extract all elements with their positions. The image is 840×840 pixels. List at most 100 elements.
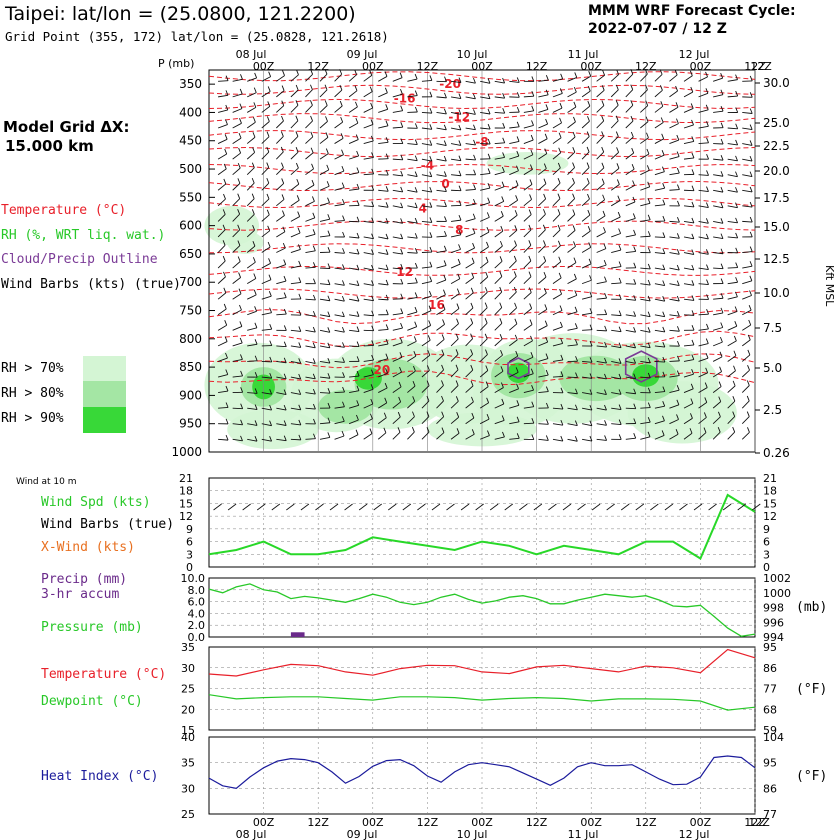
wind-barb-418 bbox=[465, 232, 476, 238]
bottom-date-label-4: 12 Jul bbox=[679, 828, 710, 840]
wind-barb-flag-489 bbox=[514, 210, 518, 216]
wind-barb-flag-242 bbox=[370, 102, 374, 109]
wind-barb-677 bbox=[625, 152, 634, 160]
wind-barb-flag-31 bbox=[237, 178, 241, 184]
rh-region-22 bbox=[507, 362, 530, 383]
wind-barb-flag-169 bbox=[324, 84, 328, 90]
wind-barb-flag-560 bbox=[557, 193, 561, 199]
wind-barb-535 bbox=[538, 183, 547, 191]
wind-barb-150 bbox=[305, 168, 314, 176]
wind-barb-flag-692 bbox=[633, 388, 637, 394]
wind-barb-32 bbox=[232, 198, 241, 207]
wind-barb-733 bbox=[654, 283, 665, 286]
wind-barb-40 bbox=[232, 326, 243, 331]
wind-barb-887 bbox=[741, 431, 750, 440]
wind-barb-502 bbox=[509, 421, 520, 425]
wind-barb-783 bbox=[683, 314, 695, 316]
wind-barb-870 bbox=[742, 174, 753, 178]
wind-barb-flag-608 bbox=[587, 193, 590, 200]
wind-barb-flag-201 bbox=[342, 215, 345, 221]
wind-barb-flag-626 bbox=[601, 100, 605, 106]
wind-barb-512 bbox=[523, 199, 532, 207]
wind-barb-flag-108 bbox=[283, 259, 287, 265]
wind-barb-606 bbox=[581, 167, 590, 176]
wind-barb-416 bbox=[465, 203, 476, 207]
wind-barb-231 bbox=[349, 314, 360, 317]
wind-barb-811 bbox=[698, 372, 708, 378]
wind-barb-503 bbox=[509, 437, 520, 440]
wind-barb-105 bbox=[276, 215, 285, 222]
wind-barb-flag-639 bbox=[604, 309, 608, 315]
wind-barb-510 bbox=[523, 169, 533, 176]
wind-barb-flag-425 bbox=[470, 333, 474, 339]
wind-right-tick-5: 15 bbox=[763, 497, 777, 510]
wind-barb-flag-393 bbox=[458, 214, 462, 221]
wind-barb-flag-721 bbox=[660, 85, 663, 91]
wind-barb-flag-9 bbox=[222, 209, 226, 215]
wind-barb-flag-184 bbox=[327, 327, 331, 333]
wind-barb-flag-334 bbox=[412, 411, 415, 417]
wind-barb-flag-44 bbox=[240, 387, 244, 393]
wind-barb-flag-777 bbox=[691, 217, 695, 224]
wind-barb-103 bbox=[276, 183, 284, 191]
wind-barb-588 bbox=[567, 262, 577, 269]
wind-barb-229 bbox=[349, 283, 360, 287]
wind-barb-flag-143 bbox=[298, 434, 302, 441]
wind-barb-flag-48 bbox=[254, 72, 258, 79]
wind-barb-flag-466 bbox=[500, 225, 504, 232]
wind-barb-flag-516 bbox=[528, 255, 532, 262]
wind-barb-flag-435 bbox=[487, 123, 491, 130]
wind-barb-flag-732 bbox=[662, 264, 666, 270]
wind-barb-14 bbox=[217, 292, 227, 300]
wind-barb-flag-663 bbox=[618, 310, 622, 316]
wind-barb-flag-710 bbox=[647, 295, 651, 302]
wind-barb-178 bbox=[319, 235, 331, 238]
wind-barb-flag-121 bbox=[295, 84, 299, 91]
wind-barb-573 bbox=[552, 407, 563, 410]
wind-barb-flag-354 bbox=[427, 350, 431, 356]
wind-barb-flag-570 bbox=[560, 354, 564, 361]
wind-barb-99 bbox=[276, 120, 284, 129]
wind-barb-flag-862 bbox=[732, 411, 736, 417]
wind-barb-415 bbox=[465, 189, 476, 191]
wind-barb-flag-846 bbox=[735, 171, 738, 177]
wind-barb-738 bbox=[654, 361, 665, 363]
wind-barb-flag-798 bbox=[706, 170, 709, 176]
temp-contour-3 bbox=[208, 113, 756, 124]
wind-barb-flag-10 bbox=[222, 224, 226, 230]
wind-barb-389 bbox=[450, 158, 462, 162]
wind-barb-407 bbox=[450, 432, 460, 440]
wind-barb-flag-786 bbox=[691, 354, 695, 360]
wind-barb-flag-441 bbox=[486, 212, 490, 218]
wind-barb-flag-341 bbox=[429, 155, 433, 162]
wind-barb-610 bbox=[581, 230, 591, 238]
wind-barb-227 bbox=[349, 252, 360, 255]
wind-barb-156 bbox=[305, 266, 316, 269]
wind-barb-215 bbox=[334, 435, 345, 440]
wind-barb-flag-886 bbox=[746, 411, 750, 417]
wind-barb-165 bbox=[305, 407, 316, 410]
wind-barb-flag-337 bbox=[429, 91, 433, 98]
wind-barb-75 bbox=[261, 121, 270, 129]
wind-barb-flag-686 bbox=[633, 295, 637, 301]
wind-barb-322 bbox=[407, 236, 418, 239]
wind-barb-flag-275 bbox=[385, 249, 389, 255]
wind-barb-flag-39 bbox=[239, 304, 242, 311]
wind-barb-flag-117 bbox=[283, 404, 287, 411]
wind-barb-flag-22 bbox=[225, 418, 229, 425]
wind-barb-669 bbox=[611, 407, 622, 410]
grid-point-label: Grid Point (355, 172) lat/lon = (25.0828… bbox=[5, 29, 389, 44]
wind-barb-flag-818 bbox=[720, 106, 724, 112]
wind-barb-815 bbox=[698, 432, 707, 440]
wind-barb-flag-577 bbox=[573, 86, 577, 93]
wind-barb-flag-73 bbox=[267, 86, 271, 92]
wind-barb-flag-359 bbox=[426, 427, 430, 433]
wind-barb-flag-654 bbox=[616, 163, 620, 169]
wind-barb-408 bbox=[465, 80, 476, 84]
wind-barb-flag-96 bbox=[282, 70, 285, 76]
wind-barb-flag-491 bbox=[514, 240, 517, 246]
wind-barb-flag-561 bbox=[557, 209, 561, 215]
wind-barb-flag-320 bbox=[414, 202, 418, 208]
wind-barb-flag-722 bbox=[660, 101, 664, 107]
wind-barb-flag-144 bbox=[310, 69, 314, 75]
